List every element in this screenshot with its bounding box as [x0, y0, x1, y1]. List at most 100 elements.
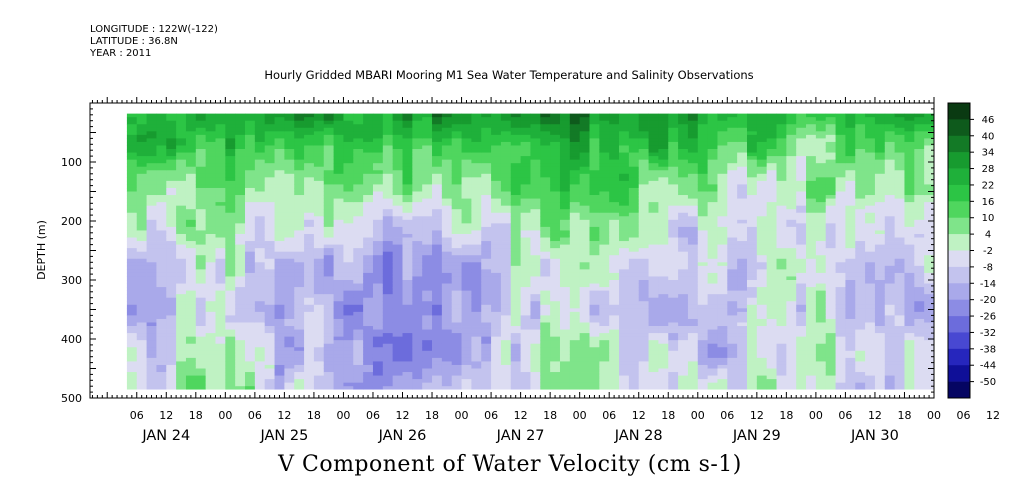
heatmap-cell [697, 216, 709, 221]
heatmap-cell [176, 159, 187, 164]
heatmap-cell [392, 216, 403, 221]
heatmap-cell [382, 290, 394, 295]
heatmap-cell [658, 141, 669, 146]
heatmap-cell [185, 120, 197, 125]
heatmap-cell [284, 340, 295, 345]
heatmap-cell [510, 329, 522, 334]
heatmap-cell [166, 244, 177, 249]
heatmap-cell [382, 226, 394, 231]
heatmap-cell [746, 230, 758, 235]
heatmap-cell [687, 138, 699, 143]
heatmap-cell [284, 368, 295, 373]
heatmap-cell [589, 276, 600, 281]
heatmap-cell [579, 166, 590, 171]
heatmap-cell [737, 180, 748, 185]
heatmap-cell [185, 216, 197, 221]
heatmap-cell [559, 145, 571, 150]
heatmap-cell [727, 272, 738, 277]
heatmap-cell [274, 354, 285, 359]
heatmap-cell [550, 329, 561, 334]
heatmap-cell [638, 244, 649, 249]
heatmap-cell [658, 216, 669, 221]
heatmap-cell [353, 230, 364, 235]
heatmap-cell [638, 212, 649, 217]
heatmap-cell [215, 149, 226, 153]
heatmap-cell [500, 326, 512, 330]
heatmap-cell [313, 326, 325, 330]
heatmap-cell [323, 308, 334, 313]
heatmap-cell [707, 326, 718, 330]
heatmap-cell [520, 191, 531, 196]
heatmap-cell [589, 138, 600, 143]
heatmap-cell [481, 318, 492, 323]
heatmap-cell [392, 364, 403, 369]
heatmap-cell [500, 233, 512, 238]
heatmap-cell [530, 287, 541, 292]
heatmap-cell [422, 212, 433, 217]
heatmap-cell [166, 326, 177, 330]
heatmap-cell [737, 134, 748, 139]
heatmap-cell [136, 241, 147, 245]
heatmap-cell [245, 318, 256, 323]
heatmap-cell [274, 212, 285, 217]
heatmap-cell [156, 173, 167, 178]
heatmap-cell [146, 350, 157, 355]
heatmap-cell [333, 290, 344, 295]
heatmap-cell [235, 138, 246, 143]
heatmap-cell [333, 326, 344, 330]
heatmap-cell [264, 297, 275, 302]
heatmap-cell [313, 159, 325, 164]
heatmap-cell [628, 209, 640, 214]
heatmap-cell [569, 297, 581, 302]
heatmap-cell [294, 326, 305, 330]
heatmap-cell [323, 184, 334, 189]
heatmap-cell [687, 265, 699, 270]
heatmap-cell [510, 255, 522, 260]
heatmap-cell [205, 343, 216, 348]
heatmap-cell [422, 329, 433, 334]
heatmap-cell [550, 127, 561, 132]
heatmap-cell [500, 272, 512, 277]
heatmap-cell [136, 127, 147, 132]
heatmap-cell [254, 134, 266, 139]
heatmap-cell [619, 177, 630, 182]
heatmap-cell [274, 156, 285, 161]
heatmap-cell [392, 311, 403, 316]
heatmap-cell [245, 202, 256, 207]
heatmap-cell [294, 173, 305, 178]
heatmap-cell [402, 219, 413, 224]
heatmap-cell [540, 170, 551, 175]
heatmap-cell [146, 382, 157, 387]
heatmap-cell [412, 280, 423, 284]
heatmap-cell [461, 233, 472, 238]
heatmap-cell [343, 117, 354, 122]
heatmap-cell [648, 216, 659, 221]
heatmap-cell [737, 131, 748, 136]
heatmap-cell [176, 262, 187, 267]
heatmap-cell [254, 375, 266, 380]
heatmap-cell [333, 308, 344, 313]
heatmap-cell [294, 357, 305, 362]
heatmap-cell [264, 212, 275, 217]
heatmap-cell [304, 255, 315, 260]
heatmap-cell [402, 233, 413, 238]
heatmap-cell [599, 131, 610, 136]
heatmap-cell [461, 209, 472, 214]
heatmap-cell [363, 326, 374, 330]
heatmap-cell [264, 195, 275, 199]
heatmap-cell [432, 248, 443, 253]
heatmap-cell [727, 244, 738, 249]
heatmap-cell [619, 248, 630, 253]
heatmap-cell [737, 361, 748, 366]
heatmap-cell [156, 386, 167, 390]
heatmap-cell [412, 343, 423, 348]
heatmap-cell [422, 258, 433, 263]
heatmap-cell [638, 354, 649, 359]
heatmap-cell [500, 219, 512, 224]
heatmap-cell [569, 304, 581, 309]
heatmap-cell [609, 216, 620, 221]
heatmap-cell [136, 226, 147, 231]
heatmap-cell [638, 230, 649, 235]
heatmap-cell [245, 233, 256, 238]
heatmap-cell [628, 280, 640, 284]
